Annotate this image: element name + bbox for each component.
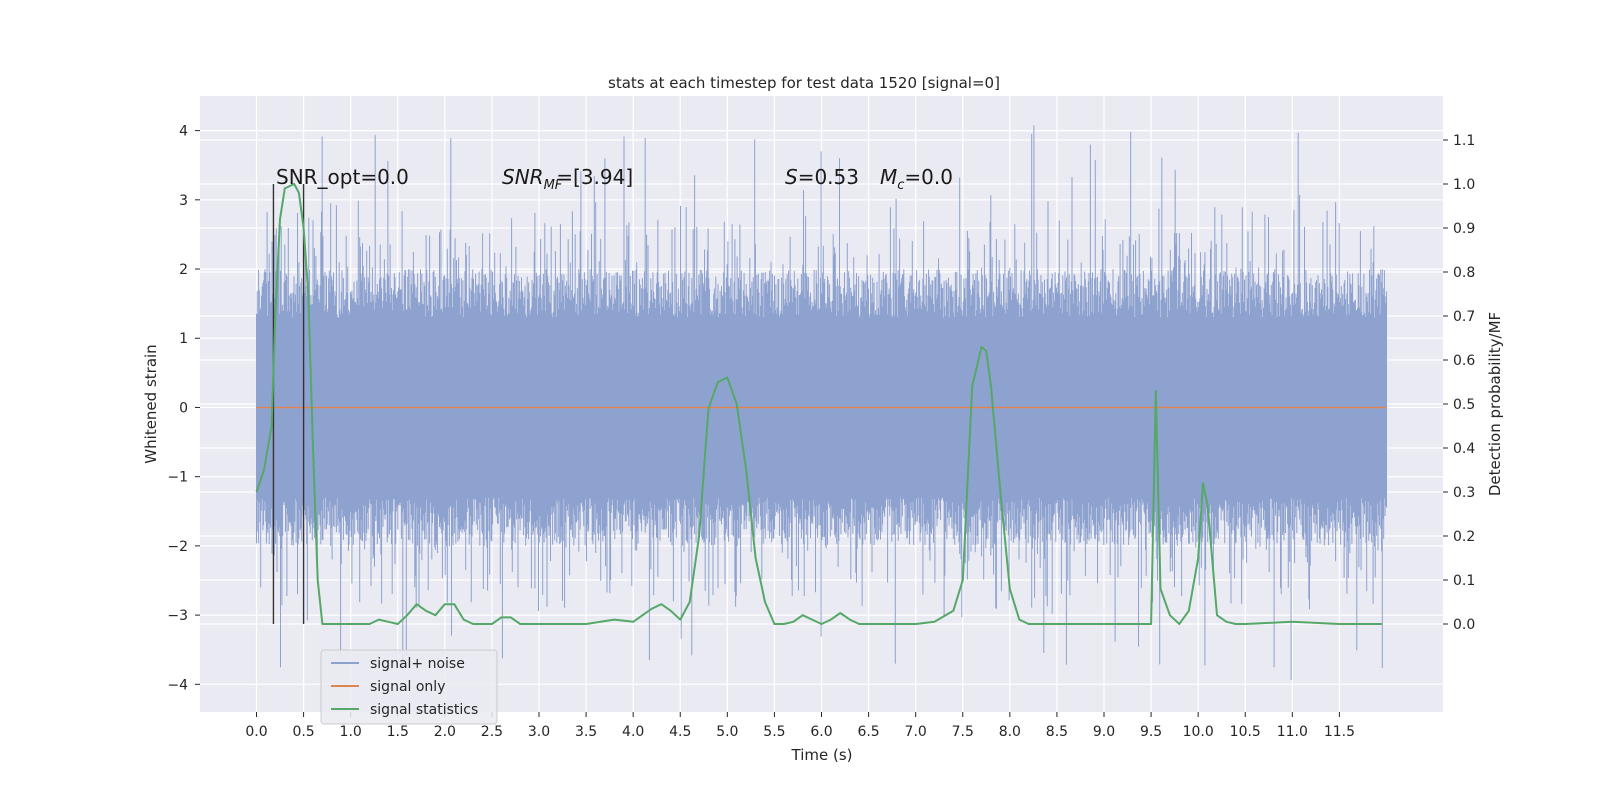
x-tick-label: 1.0 xyxy=(340,724,362,740)
x-tick-label: 6.0 xyxy=(810,724,832,740)
y-tick-label: −2 xyxy=(167,539,188,555)
y2-tick-label: 0.1 xyxy=(1453,573,1475,589)
x-tick-label: 7.0 xyxy=(905,724,927,740)
x-axis-label: Time (s) xyxy=(791,746,853,764)
x-tick-label: 3.0 xyxy=(528,724,550,740)
snr-mf-value: =[3.94] xyxy=(556,165,633,189)
x-tick-label: 0.0 xyxy=(245,724,267,740)
x-tick-label: 8.0 xyxy=(999,724,1021,740)
y-tick-label: −1 xyxy=(167,470,188,486)
annotations: SNR_opt=0.0 SNRMF=[3.94] S=0.53 Mc=0.0 xyxy=(276,165,953,193)
s-symbol: S xyxy=(785,165,798,189)
y2-tick-label: 0.7 xyxy=(1453,309,1475,325)
signal-statistics-line xyxy=(255,183,1382,625)
x-tick-label: 3.5 xyxy=(575,724,597,740)
y2-tick-label: 0.0 xyxy=(1453,617,1475,633)
x-tick-label: 7.5 xyxy=(952,724,974,740)
vertical-markers xyxy=(272,184,305,624)
x-tick-label: 11.0 xyxy=(1277,724,1308,740)
x-tick-label: 6.5 xyxy=(857,724,879,740)
x-tick-label: 4.0 xyxy=(622,724,644,740)
y2-tick-label: 0.2 xyxy=(1453,529,1475,545)
legend-label-signal-statistics: signal statistics xyxy=(370,702,478,718)
x-tick-label: 10.0 xyxy=(1183,724,1214,740)
mc-sub: c xyxy=(897,178,904,193)
y-tick-label: −4 xyxy=(167,677,188,693)
y-tick-label: 0 xyxy=(179,400,188,416)
snr-mf-prefix: SNR xyxy=(502,165,544,189)
x-tick-label: 2.5 xyxy=(481,724,503,740)
x-tick-label: 9.0 xyxy=(1093,724,1115,740)
legend: signal+ noise signal only signal statist… xyxy=(320,649,498,725)
snr-opt-annotation: SNR_opt=0.0 xyxy=(276,165,409,189)
mc-symbol: M xyxy=(880,165,897,189)
snr-mf-sub: MF xyxy=(544,178,563,193)
x-tick-label: 8.5 xyxy=(1046,724,1068,740)
snr-mf-annotation: SNRMF=[3.94] xyxy=(502,165,633,193)
y-tick-label: 3 xyxy=(179,193,188,209)
signal-noise-line xyxy=(256,125,1387,681)
signal-statistics-series xyxy=(255,183,1382,625)
s-annotation: S=0.53 xyxy=(785,165,859,189)
tick-labels: 0.0 0.5 1.0 1.5 2.0 2.5 3.0 3.5 4.0 4.5 5.0 5.5 6.0 6… xyxy=(167,124,1475,740)
x-tick-label: 4.5 xyxy=(669,724,691,740)
x-tick-label: 5.0 xyxy=(716,724,738,740)
y2-tick-label: 1.0 xyxy=(1453,177,1475,193)
y2-tick-label: 0.8 xyxy=(1453,265,1475,281)
chart-title: stats at each timestep for test data 152… xyxy=(608,74,1000,92)
legend-label-signal-only: signal only xyxy=(370,679,445,695)
y2-tick-label: 0.5 xyxy=(1453,397,1475,413)
s-value: =0.53 xyxy=(798,165,859,189)
y2-tick-label: 0.3 xyxy=(1453,485,1475,501)
y2-axis-label: Detection probability/MF xyxy=(1486,312,1504,496)
mc-value: =0.0 xyxy=(904,165,953,189)
y-tick-label: 1 xyxy=(179,331,188,347)
y2-tick-label: 0.9 xyxy=(1453,221,1475,237)
y-axis-label: Whitened strain xyxy=(142,344,160,463)
x-tick-label: 5.5 xyxy=(763,724,785,740)
y-tick-label: 4 xyxy=(179,124,188,140)
y2-tick-label: 0.6 xyxy=(1453,353,1475,369)
x-tick-label: 11.5 xyxy=(1324,724,1355,740)
x-tick-label: 9.5 xyxy=(1140,724,1162,740)
x-tick-label: 0.5 xyxy=(292,724,314,740)
x-tick-label: 10.5 xyxy=(1230,724,1261,740)
legend-box xyxy=(320,649,498,725)
y-tick-label: 2 xyxy=(179,262,188,278)
y-tick-label: −3 xyxy=(167,608,188,624)
legend-label-signal-noise: signal+ noise xyxy=(370,656,465,672)
y2-tick-label: 0.4 xyxy=(1453,441,1475,457)
mc-annotation: Mc=0.0 xyxy=(880,165,953,193)
x-tick-label: 1.5 xyxy=(387,724,409,740)
x-tick-label: 2.0 xyxy=(434,724,456,740)
y2-tick-label: 1.1 xyxy=(1453,133,1475,149)
